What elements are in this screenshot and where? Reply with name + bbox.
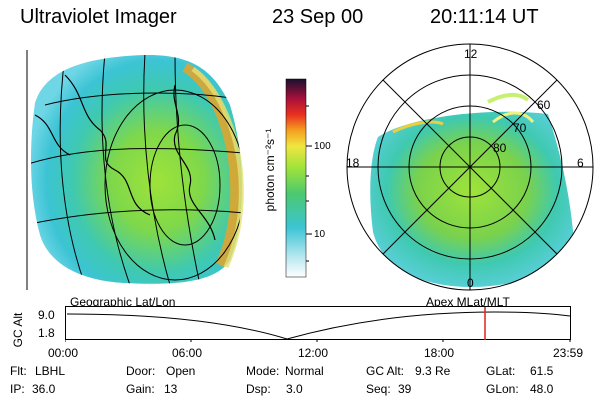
info-glat-key: GLat:	[486, 364, 516, 378]
info-gcalt-value: 9.3 Re	[415, 364, 451, 378]
altitude-y-tick-min: 1.8	[38, 326, 55, 340]
latitude-line	[30, 209, 243, 226]
aurora-band	[182, 62, 241, 268]
coastline	[173, 84, 216, 241]
info-dsp-value: 3.0	[286, 382, 303, 396]
colorbar-unit-label: photon cm⁻²s⁻¹	[263, 128, 277, 212]
info-glat-value: 61.5	[530, 364, 554, 378]
colorbar-tick-10: 10	[314, 229, 326, 240]
colorbar-tick-100: 100	[314, 141, 331, 152]
info-flt-value: LBHL	[35, 364, 66, 378]
info-glon-value: 48.0	[530, 382, 554, 396]
lat-label-70: 70	[513, 121, 527, 135]
info-gain-value: 13	[164, 382, 178, 396]
x-tick-1200: 12:00	[298, 346, 329, 360]
colorbar	[285, 78, 312, 278]
info-ip-key: IP:	[10, 382, 25, 396]
lat-label-80: 80	[493, 141, 507, 155]
info-mode-value: Normal	[285, 364, 324, 378]
left-panel-caption: Geographic Lat/Lon	[70, 295, 176, 309]
right-panel-caption: Apex MLat/MLT	[426, 295, 510, 309]
altitude-curve	[66, 311, 571, 340]
geographic-image	[26, 50, 244, 290]
mlt-label-18: 18	[346, 156, 360, 170]
colorbar-gradient	[285, 78, 307, 278]
altitude-y-label: GC Alt	[11, 312, 25, 348]
mlt-label-0: 0	[467, 276, 474, 290]
x-tick-1800: 18:00	[424, 346, 455, 360]
info-seq-value: 39	[398, 382, 412, 396]
longitude-line	[143, 54, 171, 284]
coastline	[34, 114, 71, 156]
info-flt-key: Flt:	[10, 364, 27, 378]
lat-label-60: 60	[537, 98, 551, 112]
info-seq-key: Seq:	[366, 382, 391, 396]
info-door-value: Open	[166, 364, 196, 378]
polar-plot	[346, 43, 594, 291]
x-tick-2359: 23:59	[553, 346, 584, 360]
date-label: 23 Sep 00	[272, 6, 364, 28]
mlt-label-6: 6	[577, 156, 584, 170]
page-title: Ultraviolet Imager	[20, 6, 177, 28]
longitude-line	[174, 54, 201, 284]
altitude-y-tick-max: 9.0	[38, 308, 55, 322]
longitude-line	[59, 54, 86, 284]
altitude-plot-frame	[65, 306, 571, 340]
latitude-ring	[149, 124, 221, 246]
time-label: 20:11:14 UT	[430, 6, 539, 28]
x-tick-0600: 06:00	[172, 346, 203, 360]
info-dsp-key: Dsp:	[246, 382, 271, 396]
polar-meridian	[382, 79, 558, 255]
x-tick-0000: 00:00	[48, 346, 79, 360]
info-glon-key: GLon:	[486, 382, 519, 396]
polar-aurora-arc	[487, 93, 530, 104]
mlt-label-12: 12	[464, 47, 478, 61]
altitude-plot	[65, 306, 571, 342]
info-gcalt-key: GC Alt:	[366, 364, 405, 378]
info-door-key: Door:	[126, 364, 156, 378]
polar-emission-area	[370, 111, 574, 287]
info-gain-key: Gain:	[126, 382, 155, 396]
coastline	[64, 74, 151, 216]
latitude-ring	[104, 89, 243, 281]
latitude-line	[30, 147, 243, 166]
info-mode-key: Mode:	[246, 364, 280, 378]
latitude-line	[44, 92, 243, 106]
info-ip-value: 36.0	[32, 382, 56, 396]
